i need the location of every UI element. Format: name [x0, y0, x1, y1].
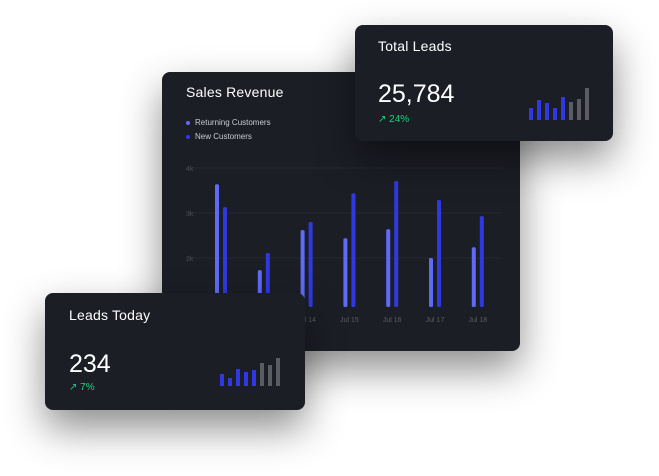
bar-returning-customers	[471, 247, 476, 307]
spark-bar	[236, 369, 240, 386]
y-tick-label: 2k	[186, 256, 194, 263]
spark-bar	[252, 370, 256, 386]
x-tick-label: Jul 14	[297, 317, 316, 324]
spark-bar	[220, 374, 224, 386]
legend-dot	[186, 120, 190, 125]
spark-bar	[553, 108, 557, 120]
leads-today-card: Leads Today 234 ↗ 7%	[45, 293, 305, 410]
total-leads-value: 25,784	[378, 80, 455, 108]
spark-bar	[260, 363, 264, 386]
leads-today-sparkbars	[220, 358, 280, 386]
spark-bar	[276, 358, 280, 386]
spark-bar	[569, 102, 573, 120]
x-tick-label: Jul 18	[468, 317, 487, 324]
bar-returning-customers	[386, 229, 391, 307]
spark-bar	[545, 103, 549, 120]
x-tick-label: Jul 15	[340, 317, 359, 324]
card-title: Total Leads	[378, 38, 452, 54]
spark-bar	[529, 108, 533, 120]
card-title: Leads Today	[69, 307, 151, 323]
x-tick-label: Jul 16	[383, 317, 402, 324]
spark-bar	[244, 372, 248, 386]
card-title: Sales Revenue	[186, 84, 284, 100]
x-tick-label: Jul 17	[426, 317, 445, 324]
bar-returning-customers	[300, 230, 305, 307]
legend-dot	[186, 134, 190, 139]
spark-bar	[577, 99, 581, 120]
spark-bar	[537, 100, 541, 120]
bar-returning-customers	[429, 258, 433, 307]
total-leads-sparkbars	[529, 88, 589, 120]
total-leads-card: Total Leads 25,784 ↗ 24%	[355, 25, 613, 141]
bar-new-customers	[351, 193, 356, 307]
bar-new-customers	[479, 216, 484, 307]
y-tick-label: 3k	[186, 211, 194, 218]
legend-item-new: New Customers	[186, 132, 252, 141]
spark-bar	[228, 378, 232, 386]
bar-new-customers	[437, 199, 441, 307]
y-tick-label: 4k	[186, 166, 194, 173]
spark-bar	[561, 97, 565, 120]
legend-label: New Customers	[195, 132, 252, 141]
bar-new-customers	[223, 207, 227, 307]
trend-delta: ↗ 24%	[378, 114, 410, 125]
bar-new-customers	[394, 181, 399, 307]
trend-delta: ↗ 7%	[69, 382, 95, 393]
leads-today-value: 234	[69, 350, 111, 378]
legend-item-returning: Returning Customers	[186, 118, 271, 127]
bar-returning-customers	[343, 238, 348, 307]
legend-label: Returning Customers	[195, 118, 271, 127]
spark-bar	[585, 88, 589, 120]
bar-new-customers	[308, 222, 313, 307]
bar-returning-customers	[215, 184, 219, 307]
spark-bar	[268, 365, 272, 386]
